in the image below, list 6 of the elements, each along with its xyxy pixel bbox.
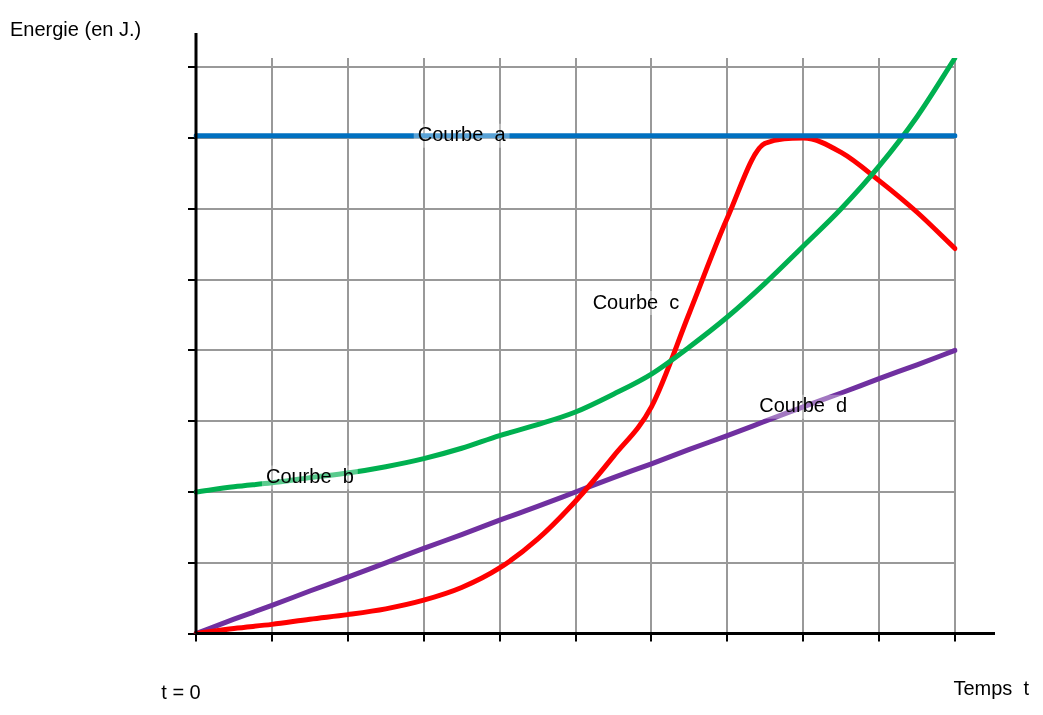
y-axis-title: Energie (en J.)	[10, 17, 142, 40]
series-label: Courbe d	[759, 394, 848, 417]
series-label: Courbe a	[417, 123, 507, 146]
text: t = 0	[161, 680, 201, 703]
x-axis-title: Temps t	[953, 676, 1030, 699]
series-label: Courbe c	[592, 290, 680, 313]
